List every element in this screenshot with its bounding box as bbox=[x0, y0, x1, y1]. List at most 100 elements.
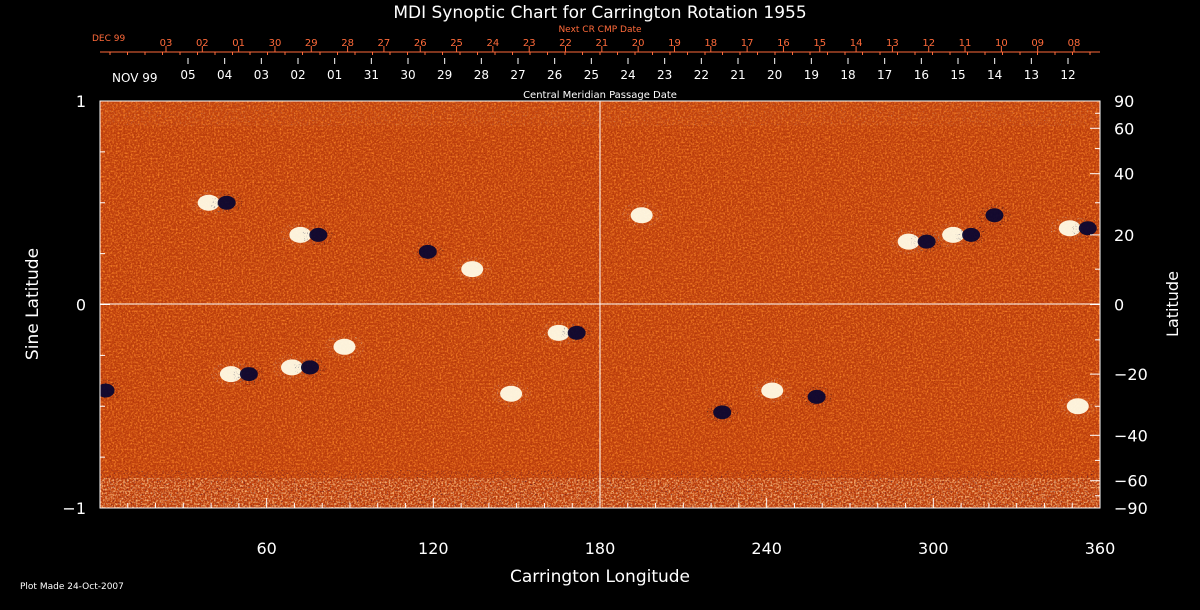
next-cr-tick-label: 17 bbox=[741, 38, 754, 49]
next-cr-tick-label: 15 bbox=[813, 38, 826, 49]
cmp-tick-label: 22 bbox=[694, 68, 709, 82]
active-region bbox=[978, 204, 1011, 227]
chart-title: MDI Synoptic Chart for Carrington Rotati… bbox=[393, 3, 806, 23]
active-region bbox=[933, 221, 988, 248]
cmp-tick-label: 01 bbox=[327, 68, 342, 82]
y-axis-label-right: Latitude bbox=[1163, 271, 1182, 337]
y-left-tick-label: 0 bbox=[76, 296, 86, 315]
next-cr-tick-label: 22 bbox=[559, 38, 572, 49]
next-cr-tick-label: 25 bbox=[450, 38, 463, 49]
next-cr-tick-label: 20 bbox=[632, 38, 645, 49]
x-axis: 60 120 180 240 300 360 bbox=[127, 498, 1116, 558]
cmp-month: NOV 99 bbox=[112, 71, 158, 85]
cmp-tick-label: 05 bbox=[180, 68, 195, 82]
x-tick-label: 300 bbox=[918, 539, 949, 558]
y-right-tick-label: 40 bbox=[1114, 165, 1134, 184]
y-right-tick-label: 0 bbox=[1114, 296, 1124, 315]
footer-note: Plot Made 24-Oct-2007 bbox=[20, 582, 124, 592]
x-tick-label: 120 bbox=[418, 539, 449, 558]
y-axis-right: 90 60 40 20 0 −20 −40 −60 −90 bbox=[1090, 92, 1148, 518]
next-cr-tick-label: 28 bbox=[341, 38, 354, 49]
next-cr-tick-label: 23 bbox=[523, 38, 536, 49]
active-region bbox=[210, 361, 265, 388]
y-axis-label-left: Sine Latitude bbox=[23, 248, 43, 360]
cmp-tick-label: 30 bbox=[400, 68, 415, 82]
cmp-tick-label: 29 bbox=[437, 68, 452, 82]
cmp-tick-label: 03 bbox=[254, 68, 269, 82]
y-right-tick-label: −40 bbox=[1114, 426, 1148, 445]
next-cr-tick-label: 30 bbox=[269, 38, 282, 49]
cmp-tick-label: 24 bbox=[620, 68, 635, 82]
active-region bbox=[280, 221, 335, 248]
active-region bbox=[538, 319, 593, 346]
active-region bbox=[752, 377, 793, 404]
next-cr-tick-label: 27 bbox=[378, 38, 391, 49]
y-left-tick-label: −1 bbox=[62, 499, 86, 518]
cmp-tick-label: 18 bbox=[840, 68, 855, 82]
x-tick-label: 240 bbox=[751, 539, 782, 558]
active-region bbox=[491, 380, 532, 407]
next-cr-tick-label: 29 bbox=[305, 38, 318, 49]
y-right-tick-label: −60 bbox=[1114, 472, 1148, 491]
cmp-label: Central Meridian Passage Date bbox=[523, 90, 677, 101]
next-cr-tick-label: 24 bbox=[487, 38, 500, 49]
x-tick-label: 360 bbox=[1085, 539, 1116, 558]
next-cr-tick-label: 02 bbox=[196, 38, 209, 49]
next-cr-month: DEC 99 bbox=[92, 34, 125, 44]
x-axis-label: Carrington Longitude bbox=[510, 567, 690, 587]
cmp-tick-label: 02 bbox=[290, 68, 305, 82]
active-region bbox=[411, 240, 444, 263]
y-right-tick-label: 20 bbox=[1114, 226, 1134, 245]
active-region bbox=[1049, 215, 1100, 242]
cmp-tick-label: 31 bbox=[364, 68, 379, 82]
active-region bbox=[272, 354, 326, 381]
cmp-tick-label: 15 bbox=[950, 68, 965, 82]
next-cr-tick-label: 03 bbox=[160, 38, 173, 49]
next-cr-label: Next CR CMP Date bbox=[558, 25, 642, 35]
y-right-tick-label: −90 bbox=[1114, 499, 1148, 518]
cmp-tick-label: 13 bbox=[1024, 68, 1039, 82]
next-cr-tick-label: 16 bbox=[777, 38, 790, 49]
next-cr-tick-label: 12 bbox=[922, 38, 935, 49]
active-region bbox=[888, 228, 943, 255]
next-cr-tick-label: 26 bbox=[414, 38, 427, 49]
y-right-tick-label: 90 bbox=[1114, 92, 1134, 111]
cmp-tick-label: 19 bbox=[804, 68, 819, 82]
active-region bbox=[452, 256, 493, 283]
cmp-tick-label: 14 bbox=[987, 68, 1002, 82]
cmp-tick-label: 23 bbox=[657, 68, 672, 82]
active-region bbox=[1057, 393, 1098, 420]
active-region bbox=[800, 385, 833, 408]
next-cr-tick-label: 11 bbox=[959, 38, 972, 49]
y-axis-left: 1 0 −1 bbox=[62, 92, 110, 518]
active-region bbox=[324, 333, 365, 360]
cmp-tick-label: 21 bbox=[730, 68, 745, 82]
next-cr-tick-label: 21 bbox=[595, 38, 608, 49]
cmp-tick-label: 28 bbox=[474, 68, 489, 82]
next-cr-tick-label: 19 bbox=[668, 38, 681, 49]
y-right-tick-label: 60 bbox=[1114, 119, 1134, 138]
active-region bbox=[706, 401, 739, 424]
top-date-axes: Next CR CMP Date DEC 99 03 02 01 30 29 28 27 26… bbox=[92, 25, 1100, 101]
cmp-tick-label: 27 bbox=[510, 68, 525, 82]
active-region bbox=[100, 379, 122, 402]
next-cr-tick-label: 14 bbox=[850, 38, 863, 49]
cmp-tick-label: 04 bbox=[217, 68, 232, 82]
active-region bbox=[188, 189, 243, 216]
next-cr-tick-label: 10 bbox=[995, 38, 1008, 49]
cmp-tick-label: 26 bbox=[547, 68, 562, 82]
next-cr-tick-label: 08 bbox=[1068, 38, 1081, 49]
next-cr-tick-label: 09 bbox=[1031, 38, 1044, 49]
cmp-tick-label: 16 bbox=[914, 68, 929, 82]
x-tick-label: 180 bbox=[585, 539, 616, 558]
cmp-tick-label: 25 bbox=[584, 68, 599, 82]
next-cr-tick-label: 01 bbox=[232, 38, 245, 49]
active-region bbox=[621, 202, 662, 229]
next-cr-tick-label: 13 bbox=[886, 38, 899, 49]
next-cr-tick-label: 18 bbox=[704, 38, 717, 49]
y-left-tick-label: 1 bbox=[76, 92, 86, 111]
cmp-tick-label: 12 bbox=[1060, 68, 1075, 82]
cmp-tick-label: 20 bbox=[767, 68, 782, 82]
cmp-tick-label: 17 bbox=[877, 68, 892, 82]
